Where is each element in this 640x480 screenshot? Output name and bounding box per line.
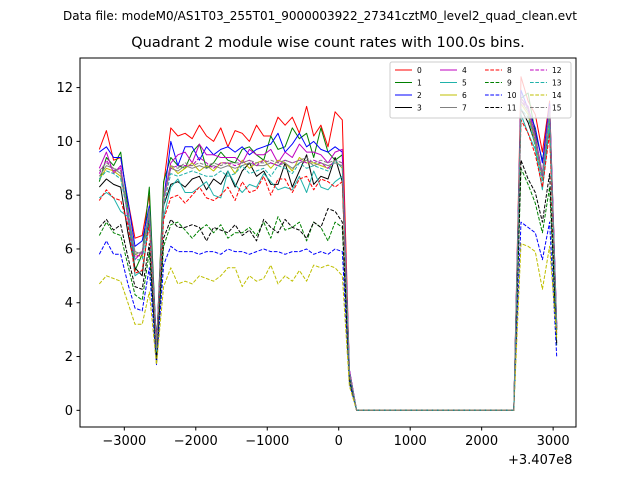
legend-label-1: 1: [417, 79, 422, 88]
y-tick-label: 10: [56, 135, 73, 150]
legend-label-9: 9: [507, 79, 512, 88]
legend-label-6: 6: [462, 91, 467, 100]
data-file-suptitle: Data file: modeM0/AS1T03_255T01_90000039…: [63, 9, 577, 23]
y-tick-label: 2: [65, 350, 73, 365]
legend-label-15: 15: [552, 104, 562, 113]
legend-label-2: 2: [417, 91, 422, 100]
plot-frame: [79, 57, 577, 428]
series-line-12: [98, 100, 558, 411]
legend-label-13: 13: [552, 79, 562, 88]
series-layer: [98, 76, 558, 411]
legend-label-7: 7: [462, 104, 467, 113]
y-tick-label: 6: [65, 242, 73, 257]
x-tick-label: 1000: [394, 434, 427, 449]
chart-title: Quadrant 2 module wise count rates with …: [131, 35, 525, 51]
legend-label-12: 12: [552, 66, 562, 75]
legend-box: [389, 61, 572, 119]
y-tick-label: 0: [65, 404, 73, 419]
series-line-5: [98, 114, 558, 411]
legend-label-8: 8: [507, 66, 512, 75]
y-tick-label: 4: [65, 296, 73, 311]
series-line-1: [98, 92, 558, 411]
series-line-14: [98, 243, 558, 411]
x-offset-text: +3.407e8: [508, 453, 573, 468]
x-tick-label: −1000: [245, 434, 289, 449]
legend-label-5: 5: [462, 79, 467, 88]
series-line-2: [99, 89, 558, 411]
series-line-13: [98, 108, 558, 411]
x-tick-label: 3000: [537, 434, 570, 449]
legend-label-4: 4: [462, 66, 467, 75]
legend-label-3: 3: [417, 104, 422, 113]
series-line-0: [98, 76, 558, 411]
x-tick-label: 2000: [465, 434, 498, 449]
legend-label-11: 11: [507, 104, 517, 113]
series-line-10: [98, 221, 558, 411]
legend-label-0: 0: [417, 66, 422, 75]
y-tick-label: 12: [56, 81, 73, 96]
series-line-9: [98, 167, 558, 411]
legend-label-14: 14: [552, 91, 562, 100]
x-tick-label: −3000: [102, 434, 146, 449]
legend-label-10: 10: [507, 91, 517, 100]
x-tick-label: 0: [335, 434, 343, 449]
x-tick-label: −2000: [174, 434, 218, 449]
y-tick-label: 8: [65, 189, 73, 204]
